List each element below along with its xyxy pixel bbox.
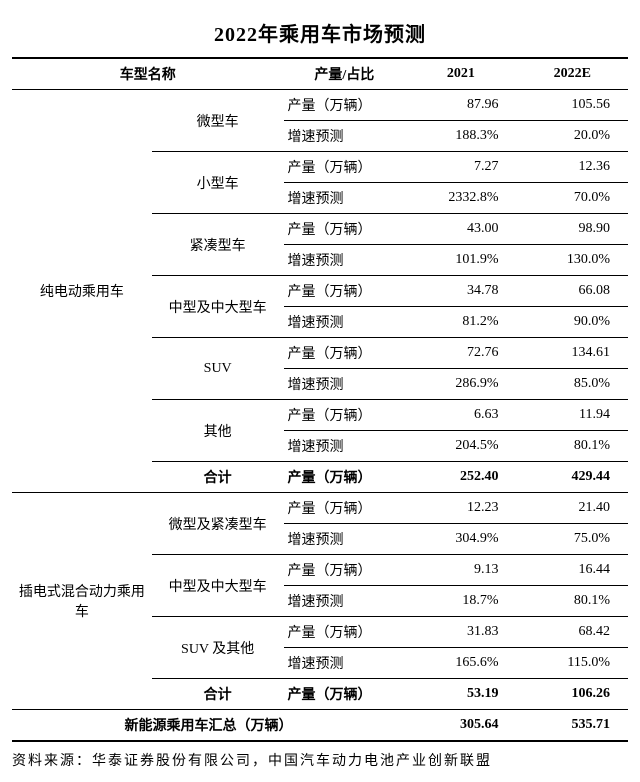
subcategory-name: 紧凑型车 [152,214,284,276]
value-2022: 20.0% [517,121,628,152]
value-2022: 90.0% [517,307,628,338]
metric-label: 产量（万辆） [284,214,406,245]
table-row: 新能源乘用车汇总（万辆）305.64535.71 [12,710,628,742]
subcategory-name: 其他 [152,400,284,462]
subcategory-name: 微型及紧凑型车 [152,493,284,555]
col-header-2022: 2022E [517,58,628,90]
metric-label: 产量（万辆） [284,338,406,369]
metric-label: 增速预测 [284,121,406,152]
value-2022: 21.40 [517,493,628,524]
value-2022: 11.94 [517,400,628,431]
subcategory-name: 中型及中大型车 [152,555,284,617]
value-2021: 43.00 [405,214,516,245]
value-2022: 535.71 [517,710,628,742]
value-2021: 81.2% [405,307,516,338]
value-2021: 9.13 [405,555,516,586]
forecast-table: 车型名称产量/占比20212022E纯电动乘用车微型车产量（万辆）87.9610… [12,57,628,742]
metric-label: 增速预测 [284,431,406,462]
category-name: 插电式混合动力乘用车 [12,493,152,710]
metric-label: 产量（万辆） [284,493,406,524]
metric-label: 产量（万辆） [284,679,406,710]
value-2022: 106.26 [517,679,628,710]
value-2022: 105.56 [517,90,628,121]
metric-label: 产量（万辆） [284,90,406,121]
metric-label: 产量（万辆） [284,276,406,307]
metric-label: 产量（万辆） [284,462,406,493]
value-2021: 101.9% [405,245,516,276]
value-2021: 2332.8% [405,183,516,214]
metric-label: 产量（万辆） [284,617,406,648]
value-2021: 305.64 [405,710,516,742]
value-2021: 87.96 [405,90,516,121]
table-row: 车型名称产量/占比20212022E [12,58,628,90]
value-2021: 31.83 [405,617,516,648]
table-row: 纯电动乘用车微型车产量（万辆）87.96105.56 [12,90,628,121]
value-2022: 98.90 [517,214,628,245]
subcategory-name: 中型及中大型车 [152,276,284,338]
value-2022: 80.1% [517,431,628,462]
value-2021: 18.7% [405,586,516,617]
metric-label: 增速预测 [284,648,406,679]
value-2022: 66.08 [517,276,628,307]
metric-label: 产量（万辆） [284,555,406,586]
value-2022: 85.0% [517,369,628,400]
metric-label: 增速预测 [284,245,406,276]
value-2021: 165.6% [405,648,516,679]
data-source: 资料来源：华泰证券股份有限公司，中国汽车动力电池产业创新联盟 [12,742,628,770]
value-2021: 204.5% [405,431,516,462]
value-2022: 16.44 [517,555,628,586]
value-2022: 134.61 [517,338,628,369]
value-2021: 12.23 [405,493,516,524]
metric-label: 增速预测 [284,524,406,555]
table-title: 2022年乘用车市场预测 [12,12,628,57]
value-2022: 68.42 [517,617,628,648]
value-2021: 7.27 [405,152,516,183]
summary-label: 新能源乘用车汇总（万辆） [12,710,405,742]
subcategory-name: SUV 及其他 [152,617,284,679]
subcategory-name: 微型车 [152,90,284,152]
metric-label: 产量（万辆） [284,152,406,183]
value-2021: 34.78 [405,276,516,307]
value-2022: 70.0% [517,183,628,214]
metric-label: 增速预测 [284,586,406,617]
subcategory-name: SUV [152,338,284,400]
subcategory-name: 小型车 [152,152,284,214]
table-row: 插电式混合动力乘用车微型及紧凑型车产量（万辆）12.2321.40 [12,493,628,524]
value-2022: 80.1% [517,586,628,617]
value-2022: 429.44 [517,462,628,493]
metric-label: 增速预测 [284,369,406,400]
value-2021: 286.9% [405,369,516,400]
category-name: 纯电动乘用车 [12,90,152,493]
col-header-2021: 2021 [405,58,516,90]
subtotal-label: 合计 [152,462,284,493]
value-2021: 252.40 [405,462,516,493]
value-2022: 130.0% [517,245,628,276]
value-2022: 75.0% [517,524,628,555]
col-header-metric: 产量/占比 [284,58,406,90]
value-2021: 72.76 [405,338,516,369]
value-2022: 115.0% [517,648,628,679]
value-2021: 188.3% [405,121,516,152]
value-2021: 304.9% [405,524,516,555]
value-2022: 12.36 [517,152,628,183]
metric-label: 增速预测 [284,307,406,338]
value-2021: 6.63 [405,400,516,431]
metric-label: 增速预测 [284,183,406,214]
col-header-name: 车型名称 [12,58,284,90]
subtotal-label: 合计 [152,679,284,710]
metric-label: 产量（万辆） [284,400,406,431]
value-2021: 53.19 [405,679,516,710]
